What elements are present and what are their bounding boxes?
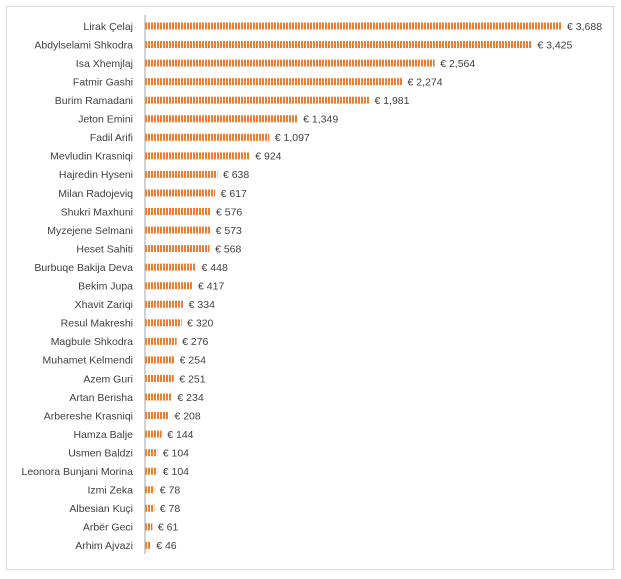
value-label: € 46 [156,540,177,552]
value-label: € 254 [180,355,206,367]
bar [145,152,250,160]
value-label: € 1,097 [275,132,310,144]
value-label: € 251 [179,373,205,385]
value-label: € 617 [221,188,247,200]
value-labels: € 3,688 € 3,425 € 2,564 € 2,274 € 1,981 € 1,3… [156,21,602,552]
category-label: Usmen Baldzi [68,447,133,459]
bar [145,467,158,475]
category-label: Abdylselami Shkodra [34,39,133,51]
bar-chart: Lirak Çelaj Abdylselami Shkodra Isa Xhemjl… [22,15,602,554]
category-label: Artan Berisha [69,392,133,404]
value-label: € 924 [255,151,281,163]
value-label: € 208 [174,410,200,422]
value-label: € 3,688 [567,21,602,33]
value-label: € 78 [160,503,181,515]
bar [145,189,216,197]
category-label: Azem Guri [83,373,133,385]
value-label: € 638 [223,169,249,181]
value-label: € 448 [202,262,228,274]
category-label: Fadil Arifi [90,132,133,144]
category-label: Arbereshe Krasniqi [44,410,133,422]
bar [145,430,162,438]
bar [145,41,532,49]
bar [145,393,172,401]
bar [145,319,182,327]
category-label: Burbuqe Bakija Deva [34,262,133,274]
bar [145,208,211,215]
category-label: Magbule Shkodra [51,336,133,348]
category-label: Myzejene Selmani [47,225,133,237]
value-label: € 417 [198,281,224,293]
category-label: Izmi Zeka [87,485,133,497]
category-label: Lirak Çelaj [83,21,133,33]
bar [145,300,184,308]
value-label: € 104 [163,466,189,478]
bar [145,133,270,141]
value-label: € 144 [167,429,193,441]
bar [145,541,151,549]
bar [145,22,562,30]
value-label: € 276 [182,336,208,348]
value-label: € 2,564 [440,58,475,70]
value-label: € 78 [160,485,181,497]
category-label: Hajredin Hyseni [59,169,133,181]
category-label: Isa Xhemjlaj [76,58,133,70]
bar [145,282,193,290]
category-label: Mevludin Krasniqi [50,151,133,163]
bar [145,412,169,420]
bar [145,59,435,67]
value-label: € 334 [189,299,215,311]
category-label: Leonora Bunjani Morina [22,466,134,478]
chart-area: Lirak Çelaj Abdylselami Shkodra Isa Xhemjl… [6,6,614,570]
bar [145,78,403,86]
value-label: € 568 [215,243,241,255]
category-label: Xhavit Zariqi [75,299,133,311]
bar [145,504,155,512]
category-label: Milan Radojeviq [58,188,133,200]
bar [145,356,175,364]
bar [145,374,174,382]
category-label: Arhim Ajvazi [75,540,133,552]
value-label: € 1,349 [303,114,338,126]
value-label: € 234 [177,392,203,404]
category-label: Bekim Jupa [78,281,133,293]
category-label: Hamza Balje [73,429,133,441]
category-label: Heset Sahiti [76,243,133,255]
bar [145,226,211,234]
category-label: Muhamet Kelmendi [43,355,133,367]
bar [145,337,177,345]
bar [145,486,155,494]
category-label: Fatmir Gashi [73,76,133,88]
value-label: € 3,425 [537,39,572,51]
category-label: Resul Makreshi [61,318,133,330]
value-label: € 2,274 [408,76,443,88]
value-label: € 1,981 [374,95,409,107]
category-label: Albesian Kuçi [69,503,133,515]
category-label: Burim Ramadani [55,95,133,107]
category-label: Arbër Geci [83,522,133,534]
bar [145,449,158,457]
bars-group [145,22,562,549]
bar [145,170,218,178]
bar [145,115,298,123]
value-label: € 576 [216,206,242,218]
bar [145,523,153,531]
bar [145,96,369,104]
bar [145,263,197,271]
value-label: € 61 [158,522,179,534]
category-label: Shukri Maxhuni [61,206,133,218]
category-label: Jeton Emini [78,114,133,126]
value-label: € 320 [187,318,213,330]
value-label: € 104 [163,447,189,459]
value-label: € 573 [216,225,242,237]
bar [145,245,210,253]
category-labels: Lirak Çelaj Abdylselami Shkodra Isa Xhemjl… [22,21,134,552]
